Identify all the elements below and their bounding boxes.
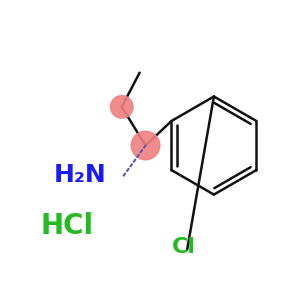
Text: H₂N: H₂N: [54, 163, 107, 187]
Text: HCl: HCl: [40, 212, 93, 240]
Circle shape: [110, 96, 133, 118]
Text: Cl: Cl: [172, 237, 196, 256]
Circle shape: [131, 131, 160, 160]
